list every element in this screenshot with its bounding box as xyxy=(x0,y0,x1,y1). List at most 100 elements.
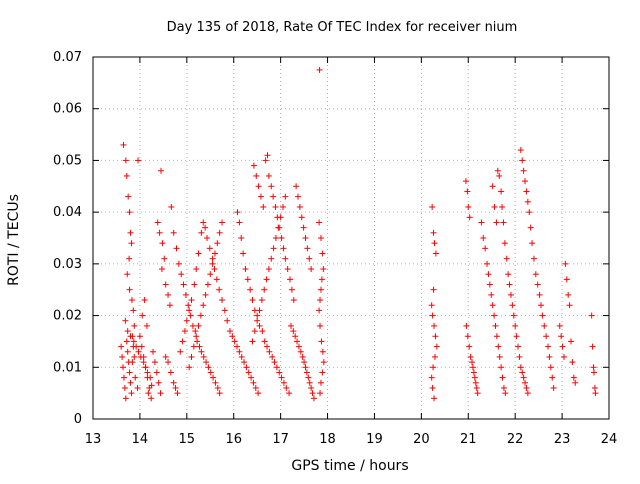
data-point xyxy=(259,328,266,335)
data-point xyxy=(195,250,202,257)
data-point xyxy=(126,209,133,216)
y-tick-label: 0.07 xyxy=(53,50,82,65)
tick-layer: 13 14 15 16 17 18 19 20 21 22 23 24 0 0.01 0.02 0.03 0.0… xyxy=(53,50,617,447)
data-point xyxy=(170,379,177,386)
data-point xyxy=(488,291,495,298)
data-point xyxy=(495,343,502,350)
data-point xyxy=(432,250,439,257)
data-point xyxy=(256,307,263,314)
data-point xyxy=(202,224,209,231)
data-point xyxy=(130,338,137,345)
data-point xyxy=(484,260,491,267)
data-point xyxy=(145,390,152,397)
data-point xyxy=(522,178,529,185)
data-point xyxy=(570,374,577,381)
data-point xyxy=(546,353,553,360)
data-point xyxy=(161,255,168,262)
data-point xyxy=(320,359,327,366)
data-point xyxy=(317,297,324,304)
data-point xyxy=(119,353,126,360)
data-point xyxy=(288,286,295,293)
data-point xyxy=(560,353,567,360)
data-point xyxy=(263,276,270,283)
data-point xyxy=(519,369,526,376)
data-point xyxy=(492,322,499,329)
data-point xyxy=(120,364,127,371)
data-point xyxy=(236,348,243,355)
data-point xyxy=(524,390,531,397)
data-point xyxy=(229,333,236,340)
data-point xyxy=(302,364,309,371)
data-point xyxy=(512,322,519,329)
data-point xyxy=(170,229,177,236)
data-point xyxy=(129,333,136,340)
data-point xyxy=(588,312,595,319)
data-point xyxy=(506,281,513,288)
data-point xyxy=(550,384,557,391)
data-point xyxy=(226,328,233,335)
data-point xyxy=(549,374,556,381)
data-point xyxy=(155,379,162,386)
data-point xyxy=(219,297,225,304)
data-point xyxy=(211,266,218,273)
x-tick-label: 15 xyxy=(179,432,196,447)
y-axis-label: ROTI / TECUs xyxy=(6,194,22,286)
data-point xyxy=(467,353,474,360)
data-point xyxy=(268,183,275,190)
x-tick-label: 17 xyxy=(272,432,289,447)
data-point xyxy=(127,379,134,386)
y-tick-label: 0.04 xyxy=(53,205,82,220)
data-point xyxy=(266,348,273,355)
data-point xyxy=(234,343,241,350)
data-point xyxy=(180,281,187,288)
data-point xyxy=(523,384,530,391)
data-point xyxy=(238,353,245,360)
data-point xyxy=(563,276,570,283)
data-point xyxy=(310,395,317,402)
x-tick-label: 21 xyxy=(460,432,477,447)
data-point xyxy=(181,328,188,335)
data-point xyxy=(139,312,146,319)
data-point xyxy=(166,302,173,309)
data-point xyxy=(301,359,308,366)
data-point xyxy=(219,219,225,226)
data-point xyxy=(524,198,531,205)
data-point xyxy=(265,172,272,179)
data-point xyxy=(135,348,142,355)
data-point xyxy=(123,172,130,179)
data-point xyxy=(165,359,172,366)
data-point xyxy=(429,384,436,391)
data-point xyxy=(190,343,197,350)
data-point xyxy=(590,364,597,371)
data-point xyxy=(463,322,470,329)
y-tick-label: 0.01 xyxy=(53,360,82,375)
data-point xyxy=(126,369,133,376)
data-point xyxy=(430,364,437,371)
data-point xyxy=(472,379,479,386)
data-point xyxy=(295,343,302,350)
data-point xyxy=(306,255,313,262)
data-point xyxy=(130,307,137,314)
data-point xyxy=(320,266,327,273)
data-point xyxy=(556,322,563,329)
data-point xyxy=(146,384,153,391)
data-point xyxy=(200,302,207,309)
data-point xyxy=(429,312,436,319)
data-point xyxy=(138,343,145,350)
data-point xyxy=(187,312,194,319)
data-point xyxy=(278,235,285,241)
data-point xyxy=(293,183,300,190)
data-point xyxy=(216,390,223,397)
data-point xyxy=(278,374,285,381)
data-point xyxy=(153,369,160,376)
data-point xyxy=(319,348,326,355)
data-point xyxy=(592,390,599,397)
x-axis-label: GPS time / hours xyxy=(291,458,408,474)
data-point xyxy=(287,322,294,329)
data-point xyxy=(496,172,503,179)
y-tick-label: 0.05 xyxy=(53,153,82,168)
data-point xyxy=(203,359,210,366)
data-point xyxy=(252,384,259,391)
data-point xyxy=(209,260,216,267)
